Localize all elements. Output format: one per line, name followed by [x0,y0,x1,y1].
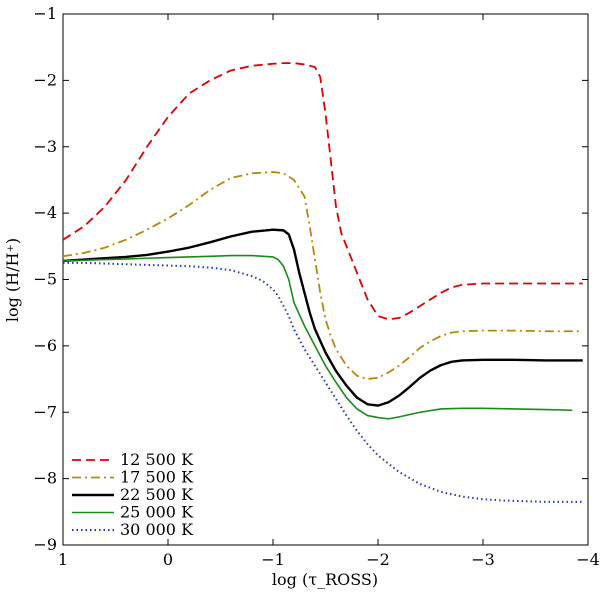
axis-ticks [62,13,589,546]
y-tick-label: −7 [33,402,57,421]
y-tick-label: −6 [33,336,57,355]
y-tick-label: −8 [33,469,57,488]
series-line-2 [62,171,583,380]
x-tick-label: −4 [576,550,600,569]
series-line-5 [63,261,583,503]
legend-label-4: 25 000 K [120,503,194,522]
x-axis-label: log (τ_ROSS) [272,570,378,589]
y-tick-label: −2 [33,70,57,89]
y-tick-label: −3 [33,137,57,156]
legend: 12 500 K17 500 K22 500 K25 000 K30 000 K [72,450,194,539]
x-tick-label: −2 [366,550,390,569]
series-line-4 [62,254,573,420]
series-line-3 [62,228,583,407]
y-tick-label: −9 [33,535,57,554]
y-tick-label: −5 [33,270,57,289]
legend-label-5: 30 000 K [120,520,194,539]
y-axis-label: log (H/H⁺) [3,238,22,322]
legend-label-1: 12 500 K [120,450,194,469]
legend-label-2: 17 500 K [120,468,194,487]
tick-labels: 1 0 −1 −2 −3 −4 −1 −2 −3 −4 −5 −6 −7 −8 −9 [33,4,599,569]
y-tick-label: −1 [33,4,57,23]
legend-label-3: 22 500 K [120,485,194,504]
x-tick-label: −3 [471,550,495,569]
series-line-1 [62,62,583,321]
x-tick-label: −1 [261,550,285,569]
x-tick-label: 1 [58,550,68,569]
x-tick-label: 0 [163,550,173,569]
series-layer [62,62,583,503]
y-tick-label: −4 [33,203,57,222]
